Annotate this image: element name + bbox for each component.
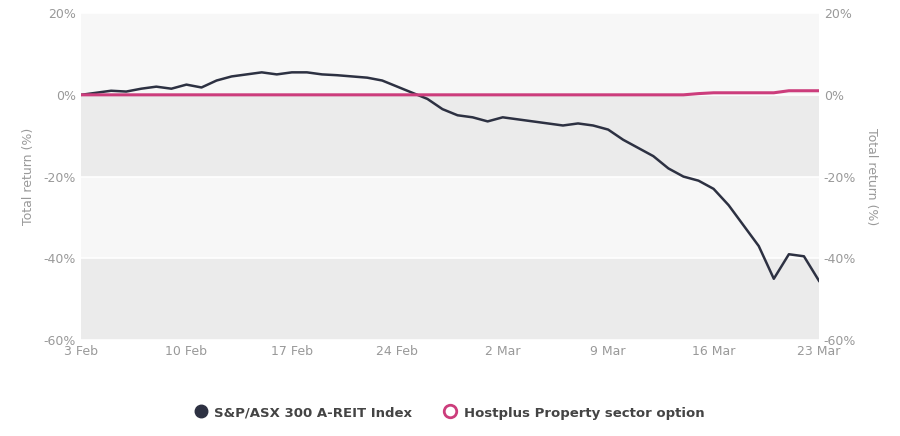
Bar [81,258,819,340]
Bar [81,95,819,177]
Legend: S&P/ASX 300 A-REIT Index, Hostplus Property sector option: S&P/ASX 300 A-REIT Index, Hostplus Prope… [189,399,711,426]
Y-axis label: Total return (%): Total return (%) [865,128,878,225]
Y-axis label: Total return (%): Total return (%) [22,128,35,225]
Bar [81,13,819,95]
Bar [81,177,819,258]
